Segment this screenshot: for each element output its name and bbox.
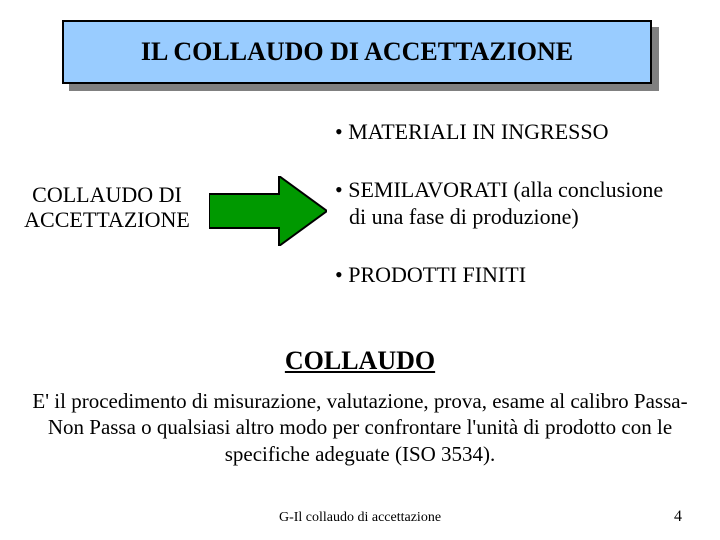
bullet-dot: •	[335, 177, 343, 202]
section-heading: COLLAUDO	[0, 346, 720, 376]
footer-page-number: 4	[674, 508, 682, 526]
bullet-dot: •	[335, 119, 343, 144]
left-label: COLLAUDO DI ACCETTAZIONE	[12, 182, 202, 233]
bullet-dot: •	[335, 262, 343, 287]
bullet-item: • SEMILAVORATI (alla conclusione di una …	[335, 176, 695, 231]
title-box: IL COLLAUDO DI ACCETTAZIONE	[62, 20, 652, 84]
slide-title: IL COLLAUDO DI ACCETTAZIONE	[141, 37, 573, 67]
left-label-line1: COLLAUDO DI	[32, 182, 182, 207]
footer-center-text: G-Il collaudo di accettazione	[0, 510, 720, 526]
bullet-item: • PRODOTTI FINITI	[335, 261, 695, 289]
left-label-line2: ACCETTAZIONE	[24, 207, 190, 232]
title-container: IL COLLAUDO DI ACCETTAZIONE	[62, 20, 652, 84]
bullet-text: PRODOTTI FINITI	[348, 262, 526, 287]
body-paragraph: E' il procedimento di misurazione, valut…	[20, 388, 700, 467]
bullet-item: • MATERIALI IN INGRESSO	[335, 118, 695, 146]
slide: IL COLLAUDO DI ACCETTAZIONE • MATERIALI …	[0, 0, 720, 540]
bullet-list: • MATERIALI IN INGRESSO • SEMILAVORATI (…	[335, 118, 695, 318]
bullet-text: SEMILAVORATI (alla conclusione	[348, 177, 663, 202]
bullet-text-continuation: di una fase di produzione)	[335, 203, 695, 231]
bullet-text: MATERIALI IN INGRESSO	[348, 119, 608, 144]
right-arrow-icon	[209, 176, 327, 246]
